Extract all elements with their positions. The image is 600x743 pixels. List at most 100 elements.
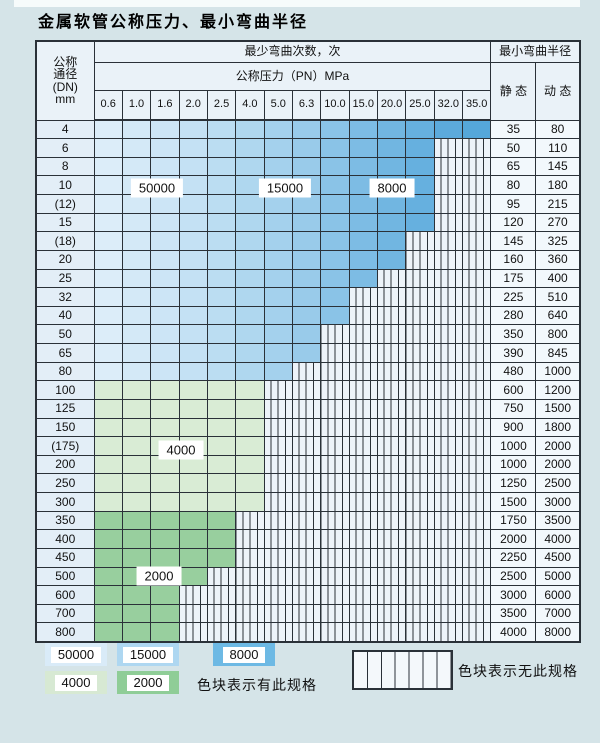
spec-available-cell <box>263 343 293 363</box>
spec-available-cell <box>178 194 208 214</box>
legend-swatch-label: 15000 <box>122 646 174 663</box>
spec-unavailable-cell <box>320 566 350 587</box>
spec-available-cell <box>178 175 208 195</box>
spec-available-cell <box>206 361 237 382</box>
spec-available-cell <box>178 343 208 363</box>
static-radius-cell: 175 <box>490 268 537 289</box>
spec-unavailable-cell <box>235 585 265 605</box>
table-row-dn-600: 600 3000 6000 <box>35 585 581 605</box>
cycles-label-15000: 15000 <box>258 178 312 198</box>
spec-unavailable-cell <box>263 473 293 493</box>
dynamic-radius-cell: 1500 <box>535 398 581 419</box>
spec-unavailable-cell <box>348 603 378 624</box>
spec-available-cell <box>150 287 180 307</box>
spec-unavailable-cell <box>320 361 350 382</box>
static-radius-cell: 145 <box>490 231 537 251</box>
static-radius-cell: 160 <box>490 249 537 270</box>
table-row-dn-(18): (18) 145 325 <box>35 231 581 251</box>
spec-available-cell <box>178 231 208 251</box>
spec-unavailable-cell <box>348 529 378 549</box>
spec-unavailable-cell <box>263 492 293 512</box>
spec-unavailable-cell <box>291 547 322 568</box>
table-row-dn-350: 350 1750 3500 <box>35 510 581 531</box>
spec-unavailable-cell <box>320 585 350 605</box>
spec-unavailable-cell <box>405 585 435 605</box>
spec-unavailable-cell <box>461 268 492 289</box>
spec-unavailable-cell <box>433 324 463 344</box>
spec-available-cell <box>93 343 123 363</box>
dynamic-radius-cell: 640 <box>535 305 581 326</box>
spec-unavailable-cell <box>461 175 492 195</box>
static-radius-cell: 1750 <box>490 510 537 531</box>
spec-available-cell <box>121 492 152 512</box>
spec-unavailable-cell <box>235 566 265 587</box>
spec-available-cell <box>121 454 152 475</box>
dn-value-cell: 4 <box>35 119 95 140</box>
spec-unavailable-cell <box>433 194 463 214</box>
spec-available-cell <box>93 585 123 605</box>
spec-unavailable-cell <box>320 343 350 363</box>
spec-available-cell <box>178 398 208 419</box>
spec-available-cell <box>121 249 152 270</box>
legend-swatch-15000: 15000 <box>117 643 179 666</box>
spec-available-cell <box>291 212 322 233</box>
spec-unavailable-cell <box>405 529 435 549</box>
legend-swatch-label: 2000 <box>126 674 170 691</box>
table-row-dn-80: 80 480 1000 <box>35 361 581 382</box>
spec-available-cell <box>320 119 350 140</box>
static-radius-cell: 3500 <box>490 603 537 624</box>
static-radius-cell: 390 <box>490 343 537 363</box>
spec-unavailable-cell <box>348 361 378 382</box>
spec-unavailable-cell <box>405 287 435 307</box>
dynamic-radius-cell: 215 <box>535 194 581 214</box>
spec-available-cell <box>93 603 123 624</box>
spec-available-cell <box>150 492 180 512</box>
spec-available-cell <box>121 305 152 326</box>
spec-unavailable-cell <box>263 398 293 419</box>
legend-has-spec-note: 色块表示有此规格 <box>197 677 317 693</box>
spec-available-cell <box>235 305 265 326</box>
spec-available-cell <box>206 380 237 400</box>
spec-available-cell <box>93 492 123 512</box>
spec-unavailable-cell <box>461 603 492 624</box>
spec-available-cell <box>150 212 180 233</box>
table-row-dn-125: 125 750 1500 <box>35 398 581 419</box>
dynamic-radius-cell: 400 <box>535 268 581 289</box>
spec-available-cell <box>291 305 322 326</box>
spec-unavailable-cell <box>405 473 435 493</box>
dynamic-radius-cell: 8000 <box>535 622 581 642</box>
table-row-dn-150: 150 900 1800 <box>35 417 581 438</box>
spec-available-cell <box>235 454 265 475</box>
spec-available-cell <box>320 249 350 270</box>
spec-available-cell <box>263 361 293 382</box>
spec-unavailable-cell <box>433 380 463 400</box>
legend-swatch-label: 8000 <box>222 646 266 663</box>
pressure-col-header-5.0: 5.0 <box>263 89 293 121</box>
spec-unavailable-cell <box>405 324 435 344</box>
spec-available-cell <box>206 417 237 438</box>
spec-available-cell <box>178 138 208 158</box>
spec-unavailable-cell <box>348 473 378 493</box>
spec-unavailable-cell <box>376 547 407 568</box>
spec-unavailable-cell <box>235 603 265 624</box>
spec-unavailable-cell <box>178 603 208 624</box>
spec-available-cell <box>291 343 322 363</box>
spec-available-cell <box>206 492 237 512</box>
spec-available-cell <box>150 510 180 531</box>
spec-unavailable-cell <box>405 622 435 642</box>
spec-unavailable-cell <box>433 175 463 195</box>
spec-available-cell <box>320 268 350 289</box>
static-radius-cell: 350 <box>490 324 537 344</box>
spec-available-cell <box>93 175 123 195</box>
dn-value-cell: 150 <box>35 417 95 438</box>
static-radius-cell: 2500 <box>490 566 537 587</box>
spec-available-cell <box>178 212 208 233</box>
spec-unavailable-cell <box>348 305 378 326</box>
spec-available-cell <box>263 212 293 233</box>
spec-available-cell <box>348 268 378 289</box>
spec-available-cell <box>150 547 180 568</box>
spec-unavailable-cell <box>461 305 492 326</box>
spec-unavailable-cell <box>461 380 492 400</box>
table-row-dn-500: 500 2500 5000 <box>35 566 581 587</box>
spec-available-cell <box>376 156 407 177</box>
